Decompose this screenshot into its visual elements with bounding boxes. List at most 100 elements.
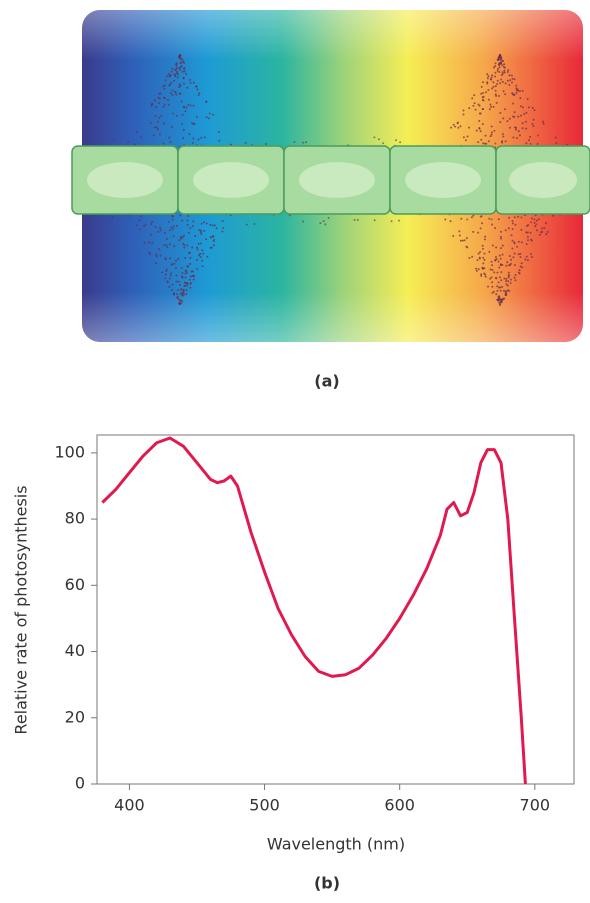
dot	[199, 252, 202, 255]
dot	[499, 235, 502, 238]
dot	[157, 102, 160, 105]
dot	[512, 136, 515, 139]
dot	[162, 85, 165, 88]
dot	[181, 275, 184, 278]
dot	[186, 284, 189, 287]
dot	[506, 79, 509, 82]
dot	[479, 227, 482, 230]
dot	[143, 225, 146, 228]
dot	[138, 228, 141, 231]
dot	[538, 233, 541, 236]
dot	[198, 229, 201, 232]
dot	[181, 59, 184, 62]
dot	[505, 280, 508, 283]
dot	[160, 115, 163, 118]
dot	[373, 219, 376, 222]
dot	[158, 116, 161, 119]
dot	[501, 64, 504, 67]
dot	[503, 71, 506, 74]
dot	[155, 126, 158, 129]
dot	[171, 289, 174, 292]
dot	[183, 70, 186, 73]
dot	[182, 242, 185, 245]
dot	[465, 245, 468, 248]
dot	[488, 250, 491, 253]
dot	[179, 292, 182, 295]
dot	[511, 222, 514, 225]
dot	[484, 273, 487, 276]
dot	[536, 134, 539, 137]
dot	[200, 232, 203, 235]
dot	[480, 274, 483, 277]
dot	[173, 292, 176, 295]
dot	[175, 62, 178, 65]
dot	[489, 277, 492, 280]
dot	[499, 289, 502, 292]
dot	[183, 67, 186, 70]
dot	[519, 97, 522, 100]
dot	[504, 82, 507, 85]
dot	[211, 224, 214, 227]
dot	[536, 229, 539, 232]
dot	[180, 123, 183, 126]
dot	[496, 289, 499, 292]
dot	[499, 302, 502, 305]
dot	[506, 120, 509, 123]
dot	[186, 244, 189, 247]
dot	[444, 218, 447, 221]
dot	[180, 237, 183, 240]
dot	[517, 253, 520, 256]
dot	[159, 254, 162, 257]
dot	[199, 255, 202, 258]
dot	[516, 245, 519, 248]
dot	[492, 85, 495, 88]
dot	[506, 70, 509, 73]
dot	[566, 143, 569, 146]
dot	[168, 243, 171, 246]
dot	[483, 252, 486, 255]
dot	[162, 122, 165, 125]
dot	[179, 57, 182, 60]
dot	[537, 218, 540, 221]
dot	[473, 102, 476, 105]
dot	[494, 62, 497, 65]
dot	[183, 246, 186, 249]
dot	[169, 274, 172, 277]
dot	[501, 141, 504, 144]
dot	[500, 237, 503, 240]
dot	[144, 223, 147, 226]
dot	[186, 223, 189, 226]
dot	[484, 134, 487, 137]
dot	[185, 271, 188, 274]
dot	[477, 252, 480, 255]
dot	[478, 127, 481, 130]
dot	[449, 220, 452, 223]
dot	[507, 274, 510, 277]
dot	[171, 283, 174, 286]
dot	[472, 104, 475, 107]
x-tick-label: 500	[249, 796, 280, 815]
dot	[170, 70, 173, 73]
dot	[479, 130, 482, 133]
dot	[177, 298, 180, 301]
dot	[517, 240, 520, 243]
dot	[166, 75, 169, 78]
dot	[501, 71, 504, 74]
dot	[490, 125, 493, 128]
dot	[507, 280, 510, 283]
dot	[206, 255, 209, 258]
dot	[508, 216, 511, 219]
dot	[207, 117, 210, 120]
dot	[483, 142, 486, 145]
dot	[502, 90, 505, 93]
dot	[167, 103, 170, 106]
dot	[175, 67, 178, 70]
dot	[501, 244, 504, 247]
dot	[519, 114, 522, 117]
dot	[494, 65, 497, 68]
dot	[181, 272, 184, 275]
dot	[195, 116, 198, 119]
dot	[305, 141, 308, 144]
dot	[500, 298, 503, 301]
dot	[180, 294, 183, 297]
